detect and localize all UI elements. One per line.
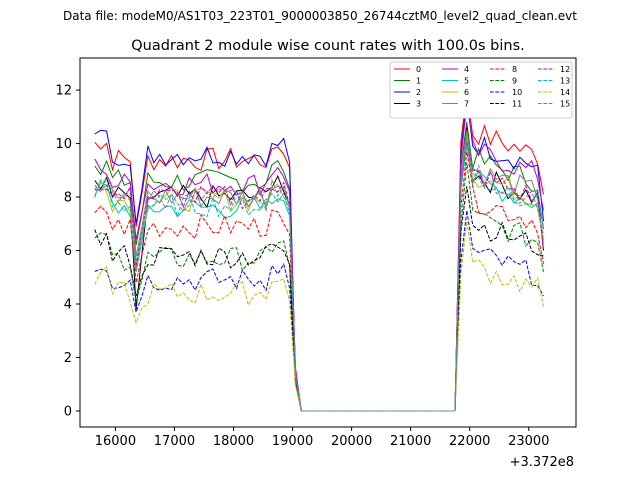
legend-label-8: 8 [512,65,517,74]
legend-label-10: 10 [512,88,522,97]
legend-label-2: 2 [416,88,421,97]
y-tick-label: 4 [64,298,72,313]
series-line-13 [94,146,544,412]
y-tick-label: 10 [55,137,72,152]
legend-label-11: 11 [512,100,522,109]
legend-box [389,61,573,119]
y-tick-label: 8 [64,191,72,206]
series-line-14 [94,221,544,412]
legend-label-6: 6 [464,88,469,97]
y-tick-label: 0 [64,404,72,419]
y-tick-label: 12 [55,84,72,99]
axes-frame [79,57,577,428]
legend-label-5: 5 [464,77,469,86]
legend-label-9: 9 [512,77,517,86]
chart-title: Quadrant 2 module wise count rates with … [131,38,525,54]
legend-label-15: 15 [560,100,570,109]
plot-area: 16000 17000 18000 19000 20000 21000 22000 23000… [55,57,577,449]
x-tick-label: 22000 [449,434,490,449]
series-line-2 [94,98,544,412]
series-line-7 [94,130,544,412]
x-tick-label: 17000 [154,434,195,449]
legend-label-7: 7 [464,100,469,109]
legend-label-3: 3 [416,100,421,109]
series-line-8 [94,151,544,412]
x-tick-label: 19000 [272,434,313,449]
series-line-9 [94,162,544,412]
legend-label-0: 0 [416,65,421,74]
legend-label-4: 4 [464,65,469,74]
series-lines [94,92,544,412]
y-tick-label: 2 [64,351,72,366]
series-line-11 [94,186,544,412]
x-tick-label: 16000 [95,434,136,449]
series-line-4 [94,103,544,412]
x-tick-label: 23000 [508,434,549,449]
legend-label-1: 1 [416,77,421,86]
y-tick-label: 6 [64,244,72,259]
x-tick-label: 18000 [213,434,254,449]
x-tick-label: 20000 [331,434,372,449]
x-offset-label: +3.372e8 [510,455,574,470]
legend-label-14: 14 [560,88,570,97]
legend-label-12: 12 [560,65,570,74]
series-line-15 [94,138,544,412]
x-tick-label: 21000 [390,434,431,449]
figure-suptitle: Data file: modeM0/AS1T03_223T01_90000038… [63,9,577,23]
series-line-10 [94,210,544,412]
legend-label-13: 13 [560,77,570,86]
